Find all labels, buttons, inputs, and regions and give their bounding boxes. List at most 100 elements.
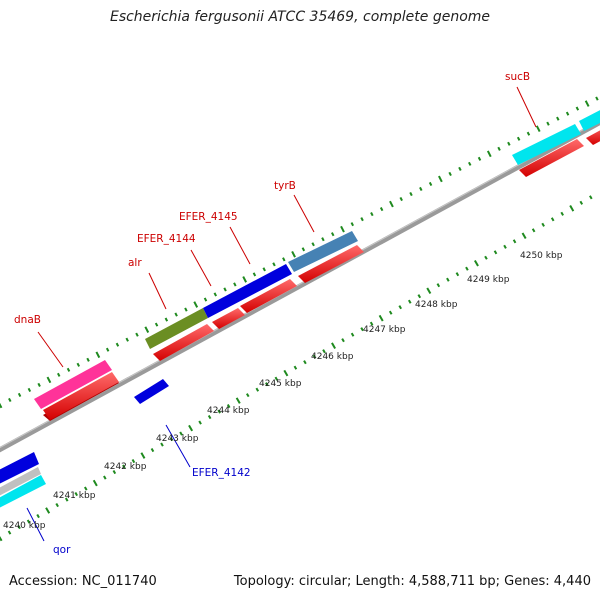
scale-tick [291,250,296,258]
scale-tick [86,357,90,362]
scale-tick [584,100,590,107]
scale-tick [579,200,584,205]
scale-tick [262,267,266,272]
scale-tick [560,211,564,216]
scale-tick [223,287,227,292]
scale-tick [531,228,536,233]
gene-bar-sucB[interactable] [512,124,581,165]
scale-tick [169,437,174,442]
scale-tick [188,424,194,432]
kbp-label: 4240 kbp [3,521,46,531]
scale-tick [569,205,575,212]
scale-tick [507,141,511,146]
outer-tick-row [0,96,599,409]
scale-tick [312,354,317,359]
gene-label-EFER_4142[interactable]: EFER_4142 [192,467,251,479]
topology-text: Topology: circular; Length: 4,588,711 bp… [233,574,591,589]
scale-tick [486,150,492,158]
kbp-label: 4242 kbp [104,462,147,472]
cds-arrow[interactable] [519,139,584,177]
scale-tick [399,196,403,202]
gene-label-alr[interactable]: alr [128,257,142,269]
scale-tick [446,277,450,282]
scale-tick [340,225,345,233]
gene-bar-left-gray[interactable] [0,467,41,498]
scale-tick [125,337,129,342]
gene-label-sucB[interactable]: sucB [505,71,530,83]
scale-tick [92,479,98,487]
scale-tick [144,326,150,333]
cds-arrow[interactable] [43,372,119,420]
scale-tick [184,307,188,312]
scale-tick [477,156,482,161]
gene-bar-tyrB[interactable] [288,231,358,272]
scale-tick [213,292,218,297]
scale-tick [331,232,335,237]
gene-label-qor[interactable]: qor [53,544,71,556]
scale-tick [546,121,550,126]
scale-tick [174,312,178,317]
gene-label-tyrB[interactable]: tyrB [274,180,296,192]
scale-tick [497,146,501,151]
scale-tick [370,212,374,217]
scale-tick [140,452,146,459]
scale-tick [468,161,472,166]
scale-tick [207,415,212,420]
scale-tick [274,376,279,381]
scale-tick [217,409,221,414]
scale-tick [458,166,462,171]
scale-tick [378,314,384,322]
scale-tick [7,530,12,535]
scale-tick [135,332,139,337]
cds-arrow[interactable] [298,245,364,283]
kbp-label: 4244 kbp [207,406,250,416]
gene-label-dnaB[interactable]: dnaB [14,314,41,326]
scale-tick [57,372,61,377]
scale-tick [398,305,402,310]
gene-bar-left-blue[interactable] [0,452,39,486]
scale-tick [541,222,545,227]
gene-bar-next[interactable] [579,105,600,131]
scale-tick [103,475,107,480]
scale-tick [179,431,183,436]
gene-bar-qor[interactable] [0,475,46,510]
scale-tick [379,207,384,212]
scale-tick [426,287,432,294]
cds-arrow[interactable] [212,308,245,329]
scale-tick [122,464,126,469]
gene-label-efer-4145[interactable]: EFER_4145 [179,211,238,223]
scale-tick [455,272,460,277]
gene-label-efer-4144[interactable]: EFER_4144 [137,233,196,245]
scale-tick [235,397,241,404]
cds-track [43,125,600,421]
scale-tick [64,497,69,502]
scale-tick [150,448,155,453]
kbp-label: 4249 kbp [467,275,510,285]
scale-tick [131,459,136,464]
scale-tick [419,186,423,192]
label-connectors [26,86,537,542]
gene-bar-alr[interactable] [145,308,208,349]
scale-tick [512,239,517,244]
scale-tick [252,272,257,277]
gene-bar-efer-4144-4145[interactable] [203,264,292,318]
scale-tick [265,382,269,387]
scale-tick [565,111,570,116]
scale-tick [360,327,364,332]
cds-arrow[interactable] [240,279,297,313]
gene-bar-EFER_4142[interactable] [134,379,169,404]
cds-arrow[interactable] [153,324,214,361]
gene-track [34,105,600,409]
gene-bar-dnaB[interactable] [34,360,112,409]
scale-tick [321,237,325,242]
inner-tick-row [0,195,593,542]
scale-tick [0,402,3,409]
scale-tick [428,181,433,187]
scale-tick [55,502,59,508]
kbp-label: 4243 kbp [156,434,199,444]
scale-tick [8,397,12,403]
cds-arrow[interactable] [586,125,600,145]
scale-tick [350,222,355,227]
scale-tick [595,96,599,101]
